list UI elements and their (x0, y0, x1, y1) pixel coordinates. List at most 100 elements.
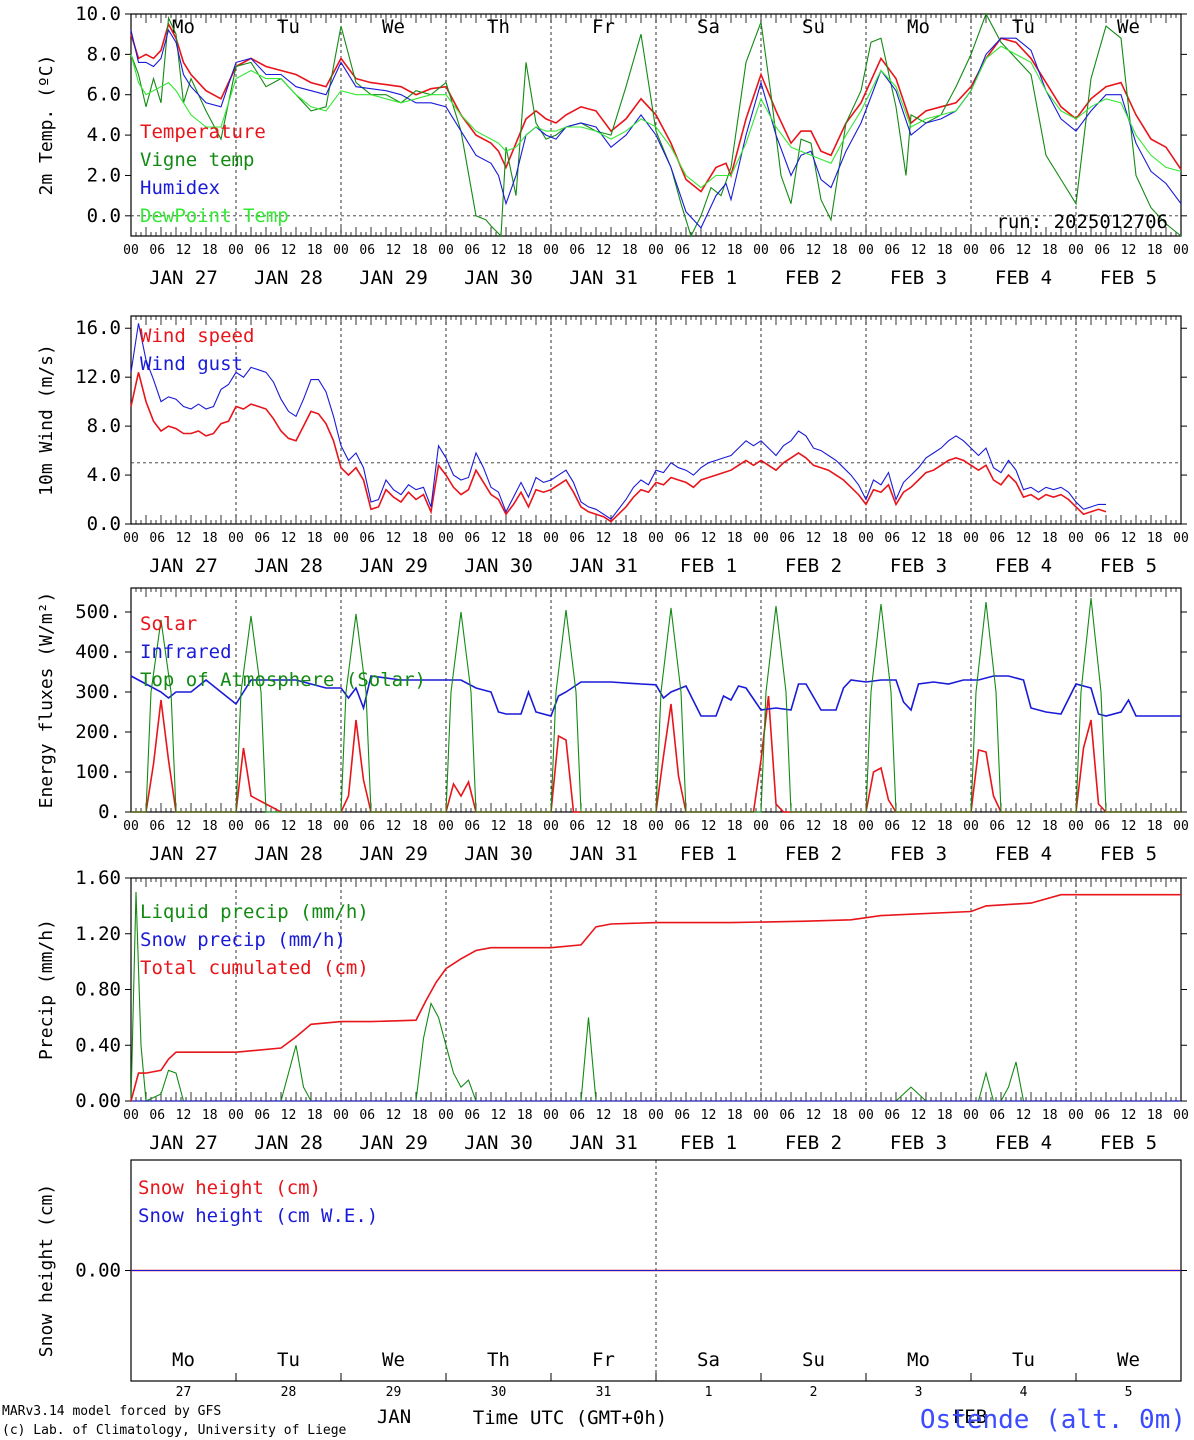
y-tick-label: 100. (75, 761, 121, 783)
y-tick-label: 0.40 (75, 1034, 121, 1056)
hour-label: 18 (1042, 531, 1058, 546)
date-label: JAN 30 (464, 1132, 533, 1154)
hour-label: 06 (884, 1108, 900, 1123)
date-label: FEB 5 (1100, 843, 1157, 865)
hour-label: 12 (386, 531, 402, 546)
hour-label: 12 (281, 819, 297, 834)
hour-label: 00 (753, 243, 769, 258)
hour-label: 12 (596, 1108, 612, 1123)
date-label: JAN 30 (464, 555, 533, 577)
date-label: JAN 27 (149, 267, 218, 289)
hour-label: 06 (149, 1108, 165, 1123)
hour-label: 12 (281, 243, 297, 258)
hour-label: 18 (832, 1108, 848, 1123)
weekday-label: Mo (907, 1349, 930, 1371)
weekday-label: We (382, 16, 405, 38)
date-label: FEB 5 (1100, 1132, 1157, 1154)
hour-label: 18 (307, 531, 323, 546)
legend-entry: Total cumulated (cm) (140, 957, 369, 979)
hour-label: 12 (1121, 531, 1137, 546)
hour-label: 06 (674, 1108, 690, 1123)
hour-label: 12 (596, 531, 612, 546)
day-number-label: 2 (810, 1385, 818, 1400)
date-label: JAN 28 (254, 1132, 323, 1154)
series-line-wind-gust (130, 323, 1106, 520)
hour-label: 12 (911, 819, 927, 834)
hour-label: 00 (1068, 531, 1084, 546)
day-number-label: 28 (281, 1385, 297, 1400)
y-axis-label: Energy fluxes (W/m²) (36, 592, 57, 809)
hour-label: 18 (202, 1108, 218, 1123)
hour-label: 00 (858, 819, 874, 834)
hour-label: 12 (911, 1108, 927, 1123)
station-label: Ostende (alt. 0m) (920, 1405, 1186, 1435)
hour-label: 06 (359, 243, 375, 258)
hour-label: 00 (753, 1108, 769, 1123)
hour-label: 18 (727, 243, 743, 258)
date-label: JAN 29 (359, 1132, 428, 1154)
hour-label: 12 (176, 819, 192, 834)
hour-label: 12 (1121, 243, 1137, 258)
hour-label: 18 (832, 531, 848, 546)
weekday-label: Tu (277, 16, 300, 38)
hour-label: 00 (963, 243, 979, 258)
hour-label: 06 (674, 531, 690, 546)
weekday-label: Mo (172, 1349, 195, 1371)
hour-label: 12 (491, 819, 507, 834)
weekday-label: Sa (697, 1349, 720, 1371)
date-label: FEB 4 (995, 555, 1052, 577)
hour-label: 06 (569, 531, 585, 546)
y-tick-label: 2.0 (87, 164, 121, 186)
day-number-label: 27 (176, 1385, 192, 1400)
hour-label: 00 (648, 1108, 664, 1123)
hour-label: 18 (1042, 243, 1058, 258)
hour-label: 00 (858, 1108, 874, 1123)
hour-label: 18 (1147, 819, 1163, 834)
hour-label: 18 (727, 819, 743, 834)
y-tick-label: 12.0 (75, 366, 121, 388)
date-label: FEB 3 (890, 267, 947, 289)
date-label: JAN 29 (359, 843, 428, 865)
hour-label: 00 (333, 243, 349, 258)
hour-label: 12 (1121, 1108, 1137, 1123)
hour-label: 00 (543, 243, 559, 258)
hour-label: 12 (701, 1108, 717, 1123)
legend-entry: Infrared (140, 641, 232, 663)
hour-label: 00 (1173, 819, 1189, 834)
weekday-label: Sa (697, 16, 720, 38)
hour-label: 18 (1147, 1108, 1163, 1123)
date-label: FEB 4 (995, 267, 1052, 289)
day-number-label: 4 (1020, 1385, 1028, 1400)
hour-label: 00 (228, 1108, 244, 1123)
hour-label: 18 (202, 819, 218, 834)
weekday-label: Fr (592, 16, 615, 38)
weekday-label: We (1117, 16, 1140, 38)
date-label: JAN 27 (149, 555, 218, 577)
hour-label: 18 (307, 819, 323, 834)
weekday-label: Mo (907, 16, 930, 38)
hour-label: 18 (937, 1108, 953, 1123)
date-label: JAN 31 (569, 555, 638, 577)
weekday-label: Su (802, 16, 825, 38)
day-number-label: 1 (705, 1385, 713, 1400)
hour-label: 00 (438, 243, 454, 258)
hour-label: 12 (176, 1108, 192, 1123)
hour-label: 06 (254, 1108, 270, 1123)
date-label: JAN 30 (464, 267, 533, 289)
hour-label: 12 (806, 243, 822, 258)
date-label: FEB 3 (890, 555, 947, 577)
hour-label: 12 (596, 243, 612, 258)
series-line-top-of-atmosphere-solar- (131, 597, 1181, 813)
hour-label: 18 (937, 531, 953, 546)
y-tick-label: 10.0 (75, 3, 121, 25)
hour-label: 12 (491, 1108, 507, 1123)
hour-label: 06 (359, 531, 375, 546)
weekday-label: We (1117, 1349, 1140, 1371)
date-label: FEB 2 (785, 1132, 842, 1154)
hour-label: 18 (412, 1108, 428, 1123)
hour-label: 18 (412, 819, 428, 834)
hour-label: 00 (228, 531, 244, 546)
hour-label: 00 (858, 243, 874, 258)
hour-label: 06 (254, 243, 270, 258)
y-tick-label: 6.0 (87, 84, 121, 106)
